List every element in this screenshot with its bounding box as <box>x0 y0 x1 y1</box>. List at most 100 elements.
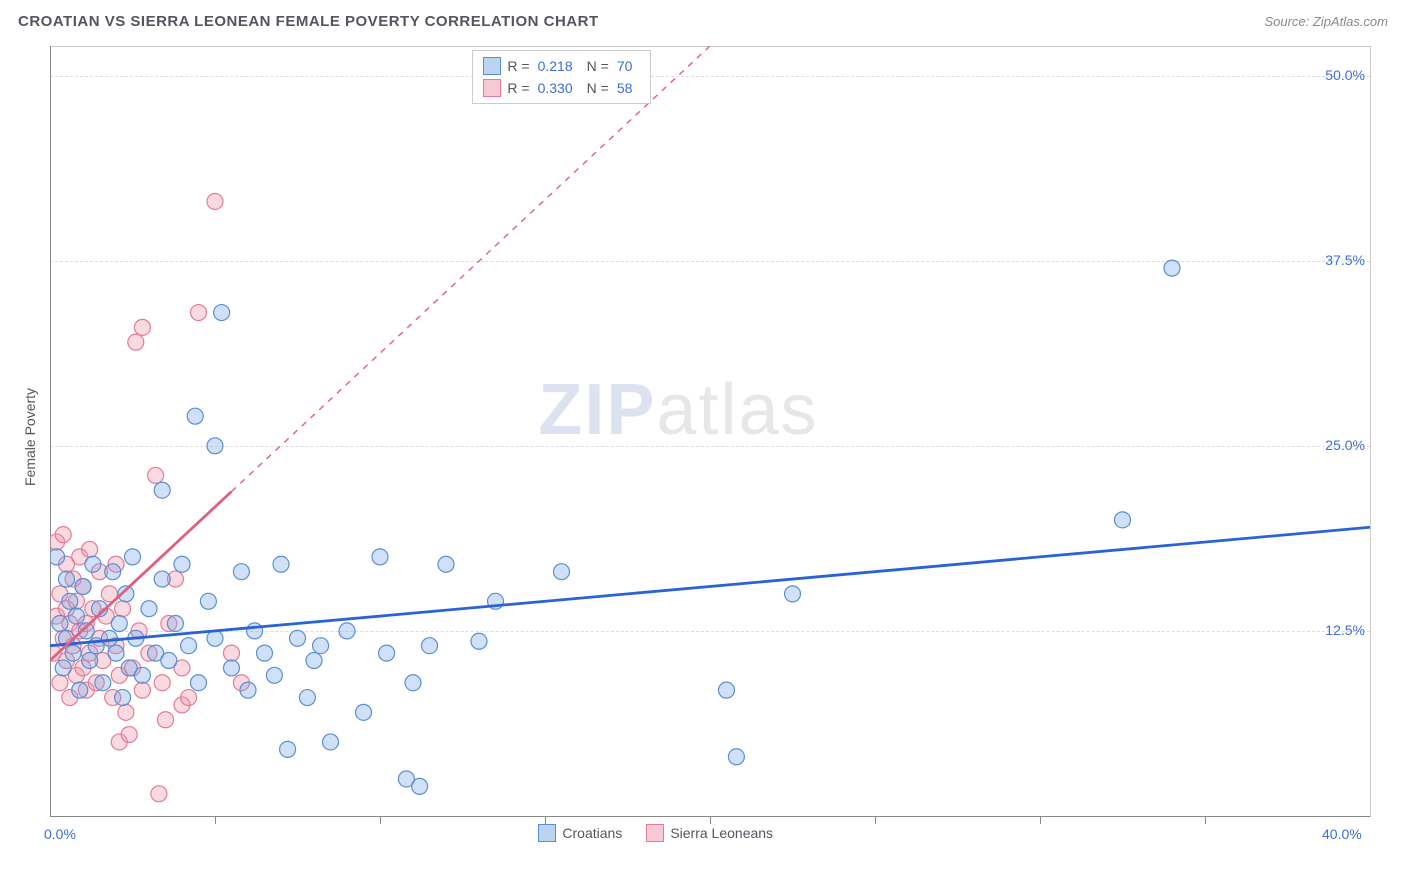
data-point <box>207 193 223 209</box>
data-point <box>55 660 71 676</box>
data-point <box>313 638 329 654</box>
data-point <box>191 305 207 321</box>
legend-swatch-icon <box>483 79 501 97</box>
data-point <box>422 638 438 654</box>
data-point <box>72 682 88 698</box>
data-point <box>125 549 141 565</box>
data-point <box>719 682 735 698</box>
data-point <box>59 571 75 587</box>
data-point <box>728 749 744 765</box>
data-point <box>75 578 91 594</box>
legend-swatch-icon <box>483 57 501 75</box>
data-point <box>55 527 71 543</box>
data-point <box>187 408 203 424</box>
data-point <box>62 593 78 609</box>
x-origin-label: 0.0% <box>44 826 76 842</box>
r-value: 0.218 <box>538 55 573 77</box>
data-point <box>299 690 315 706</box>
data-point <box>785 586 801 602</box>
data-point <box>52 616 68 632</box>
data-point <box>554 564 570 580</box>
x-tick <box>710 816 711 824</box>
r-label: R = <box>507 77 529 99</box>
data-point <box>214 305 230 321</box>
x-end-label: 40.0% <box>1322 826 1362 842</box>
legend-label: Sierra Leoneans <box>670 825 773 841</box>
data-point <box>68 608 84 624</box>
data-point <box>65 645 81 661</box>
data-point <box>266 667 282 683</box>
x-tick <box>1205 816 1206 824</box>
n-label: N = <box>587 77 609 99</box>
data-point <box>273 556 289 572</box>
data-point <box>167 616 183 632</box>
chart-header: CROATIAN VS SIERRA LEONEAN FEMALE POVERT… <box>0 0 1406 42</box>
data-point <box>438 556 454 572</box>
n-label: N = <box>587 55 609 77</box>
legend-row: R = 0.330 N = 58 <box>483 77 640 99</box>
data-point <box>105 564 121 580</box>
data-point <box>224 645 240 661</box>
data-point <box>224 660 240 676</box>
data-point <box>148 467 164 483</box>
x-tick <box>1040 816 1041 824</box>
data-point <box>151 786 167 802</box>
data-point <box>356 704 372 720</box>
data-point <box>154 675 170 691</box>
y-axis-label: Female Poverty <box>22 388 38 486</box>
data-point <box>115 690 131 706</box>
data-point <box>134 319 150 335</box>
data-point <box>181 690 197 706</box>
x-tick <box>875 816 876 824</box>
data-point <box>52 675 68 691</box>
data-point <box>323 734 339 750</box>
chart-source: Source: ZipAtlas.com <box>1264 14 1388 29</box>
data-point <box>128 334 144 350</box>
data-point <box>240 682 256 698</box>
data-point <box>121 727 137 743</box>
data-point <box>306 653 322 669</box>
data-point <box>154 571 170 587</box>
data-point <box>115 601 131 617</box>
data-point <box>290 630 306 646</box>
data-point <box>247 623 263 639</box>
n-value: 70 <box>617 55 633 77</box>
data-point <box>82 541 98 557</box>
correlation-legend: R = 0.218 N = 70 R = 0.330 N = 58 <box>472 50 651 104</box>
legend-item: Sierra Leoneans <box>646 824 773 842</box>
data-point <box>134 682 150 698</box>
data-point <box>111 616 127 632</box>
data-point <box>257 645 273 661</box>
data-point <box>191 675 207 691</box>
r-label: R = <box>507 55 529 77</box>
trend-line-extrapolated <box>232 46 711 492</box>
legend-swatch-icon <box>646 824 664 842</box>
data-point <box>471 633 487 649</box>
plot-svg <box>50 46 1370 816</box>
data-point <box>200 593 216 609</box>
data-point <box>154 482 170 498</box>
data-point <box>161 653 177 669</box>
data-point <box>405 675 421 691</box>
chart-title: CROATIAN VS SIERRA LEONEAN FEMALE POVERT… <box>18 13 599 30</box>
data-point <box>339 623 355 639</box>
legend-row: R = 0.218 N = 70 <box>483 55 640 77</box>
x-tick <box>215 816 216 824</box>
legend-item: Croatians <box>538 824 622 842</box>
data-point <box>207 438 223 454</box>
data-point <box>233 564 249 580</box>
data-point <box>280 741 296 757</box>
data-point <box>372 549 388 565</box>
r-value: 0.330 <box>538 77 573 99</box>
data-point <box>141 601 157 617</box>
data-point <box>82 653 98 669</box>
data-point <box>85 556 101 572</box>
data-point <box>49 549 65 565</box>
data-point <box>134 667 150 683</box>
data-point <box>181 638 197 654</box>
data-point <box>118 704 134 720</box>
x-tick <box>380 816 381 824</box>
legend-swatch-icon <box>538 824 556 842</box>
n-value: 58 <box>617 77 633 99</box>
legend-label: Croatians <box>562 825 622 841</box>
